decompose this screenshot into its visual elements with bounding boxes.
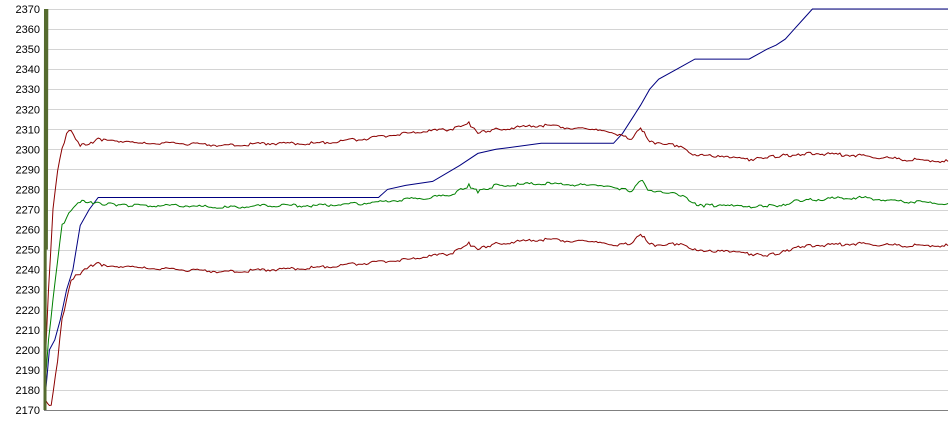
y-tick-label: 2200 (16, 345, 40, 357)
y-tick-label: 2290 (16, 164, 40, 176)
y-tick-label: 2230 (16, 285, 40, 297)
y-tick-label: 2330 (16, 84, 40, 96)
y-tick-label: 2270 (16, 205, 40, 217)
series-line-3 (43, 179, 949, 400)
y-tick-label: 2350 (16, 44, 40, 56)
series-line-1 (43, 8, 948, 411)
y-tick-label: 2320 (16, 104, 40, 116)
y-tick-label: 2300 (16, 144, 40, 156)
series-line-5 (43, 8, 49, 411)
y-tick-label: 2170 (16, 405, 40, 417)
y-tick-label: 2370 (16, 4, 40, 16)
y-tick-label: 2360 (16, 24, 40, 36)
series-line-2 (43, 233, 949, 407)
y-tick-label: 2180 (16, 385, 40, 397)
series-lines (43, 8, 949, 411)
series-line-4 (43, 120, 949, 390)
y-axis: 2170 2180 2190 2200 2210 2220 2230 2240 2250 2260… (16, 4, 45, 417)
y-tick-label: 2210 (16, 325, 40, 337)
grid (44, 9, 948, 411)
y-tick-label: 2340 (16, 64, 40, 76)
y-tick-label: 2250 (16, 245, 40, 257)
y-tick-label: 2260 (16, 225, 40, 237)
y-tick-label: 2280 (16, 184, 40, 196)
y-tick-label: 2310 (16, 124, 40, 136)
y-tick-label: 2220 (16, 305, 40, 317)
y-tick-label: 2240 (16, 265, 40, 277)
y-tick-label: 2190 (16, 365, 40, 377)
